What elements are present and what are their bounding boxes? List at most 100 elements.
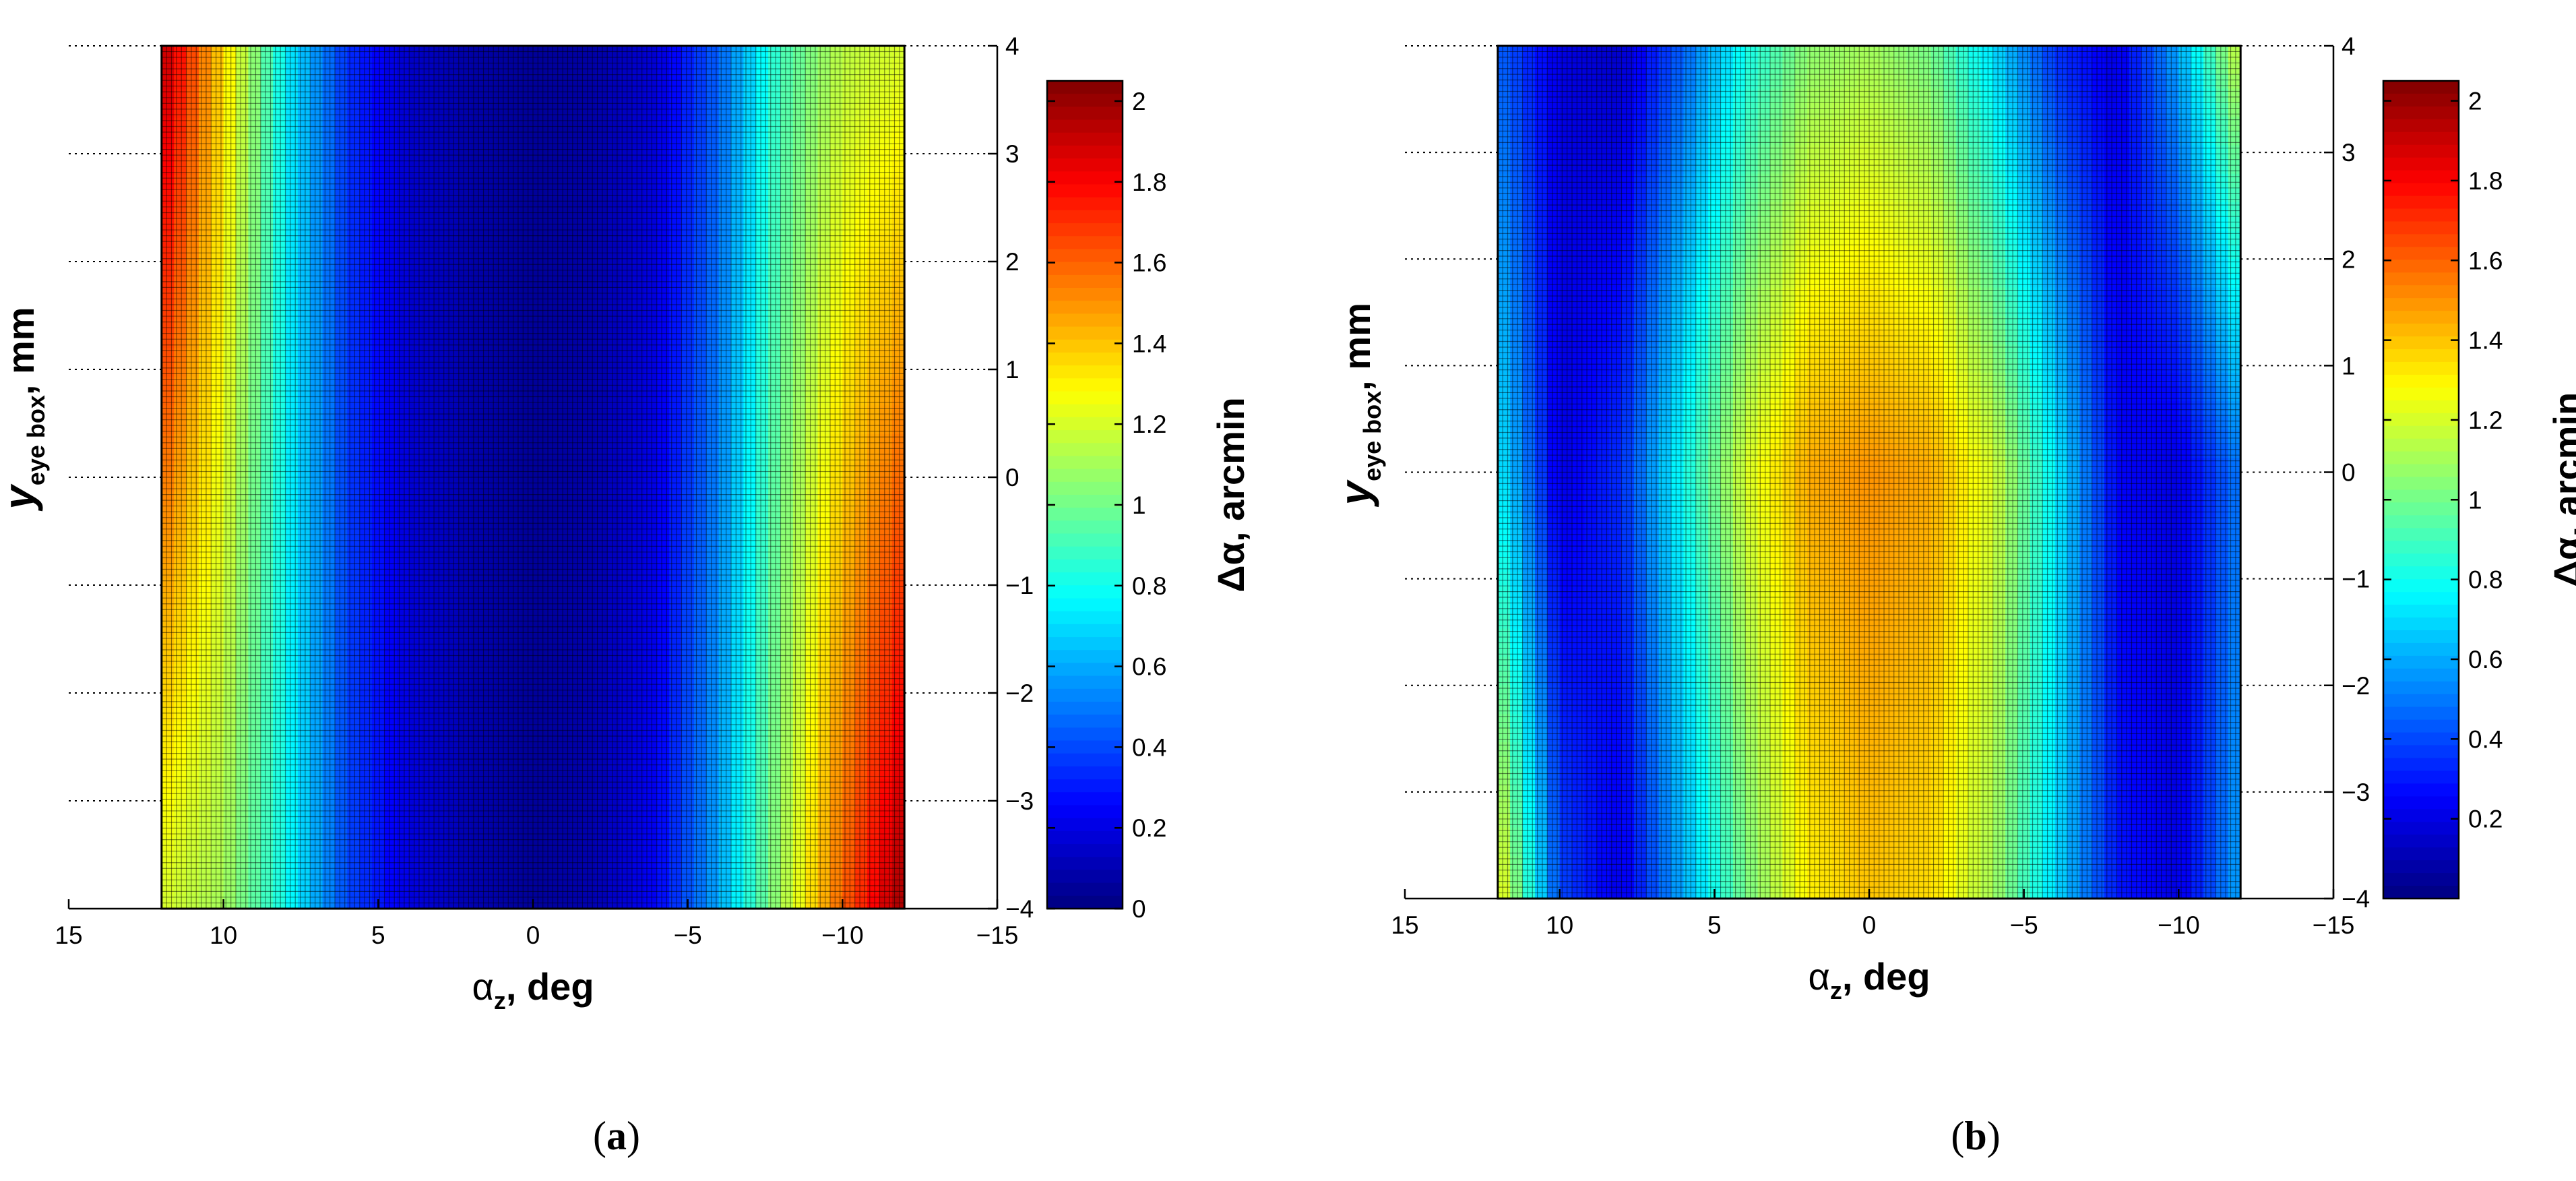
heatmap-cell (273, 535, 286, 550)
heatmap-cell (631, 419, 645, 435)
heatmap-cell (693, 189, 707, 205)
heatmap-cell (1869, 187, 1882, 203)
heatmap-cell (1831, 216, 1845, 231)
heatmap-cell (2017, 145, 2031, 160)
heatmap-cell (570, 218, 584, 233)
heatmap-cell (310, 793, 323, 809)
heatmap-cell (174, 707, 187, 723)
heatmap-cell (483, 391, 497, 406)
heatmap-cell (2129, 88, 2142, 103)
heatmap-cell (817, 376, 831, 392)
heatmap-cell (211, 146, 224, 162)
heatmap-cell (471, 578, 484, 593)
heatmap-cell (755, 103, 769, 119)
heatmap-cell (260, 477, 274, 492)
heatmap-cell (768, 837, 782, 852)
heatmap-cell (174, 564, 187, 578)
colorbar-segment (1047, 572, 1123, 586)
heatmap-cell (631, 262, 645, 276)
heatmap-cell (570, 491, 584, 507)
heatmap-cell (829, 290, 843, 305)
heatmap-cell (2079, 131, 2093, 146)
heatmap-cell (780, 434, 794, 449)
heatmap-cell (2191, 159, 2204, 175)
heatmap-cell (867, 549, 881, 564)
heatmap-cell (409, 592, 422, 607)
heatmap-cell (1732, 173, 1746, 189)
heatmap-cell (483, 707, 497, 723)
heatmap-cell (434, 60, 447, 75)
heatmap-cell (2166, 145, 2179, 160)
heatmap-cell (829, 578, 843, 593)
heatmap-cell (669, 391, 683, 406)
heatmap-cell (421, 635, 435, 650)
heatmap-cell (755, 117, 769, 133)
heatmap-cell (768, 46, 782, 61)
heatmap-cell (248, 419, 261, 435)
heatmap-cell (1497, 231, 1511, 245)
colorbar-segment (1047, 378, 1123, 392)
heatmap-cell (805, 779, 819, 794)
heatmap-cell (2228, 245, 2241, 260)
heatmap-cell (434, 736, 447, 751)
heatmap-cell (768, 376, 782, 392)
heatmap-cell (359, 750, 373, 766)
heatmap-cell (322, 348, 336, 363)
heatmap-cell (161, 247, 175, 262)
heatmap-cell (260, 419, 274, 435)
heatmap-cell (322, 448, 336, 464)
heatmap-cell (471, 276, 484, 291)
heatmap-cell (446, 434, 460, 449)
heatmap-cell (297, 204, 311, 219)
heatmap-cell (1609, 216, 1623, 231)
heatmap-cell (792, 405, 806, 421)
heatmap-cell (236, 635, 249, 650)
heatmap-cell (582, 564, 596, 578)
heatmap-cell (582, 607, 596, 622)
heatmap-cell (619, 117, 633, 133)
heatmap-cell (805, 764, 819, 780)
heatmap-cell (607, 693, 621, 708)
heatmap-cell (421, 837, 435, 852)
heatmap-cell (607, 233, 621, 248)
heatmap-cell (508, 376, 522, 392)
heatmap-cell (570, 894, 584, 909)
heatmap-cell (1559, 245, 1573, 260)
colorbar-segment (1047, 805, 1123, 819)
heatmap-cell (1819, 216, 1833, 231)
heatmap-cell (557, 650, 571, 665)
heatmap-cell (619, 462, 633, 478)
heatmap-cell (384, 305, 398, 320)
heatmap-cell (1918, 46, 1932, 61)
heatmap-cell (557, 419, 571, 435)
heatmap-cell (693, 750, 707, 766)
heatmap-cell (854, 247, 868, 262)
heatmap-cell (2228, 173, 2241, 189)
heatmap-cell (186, 434, 199, 449)
heatmap-cell (1572, 202, 1585, 217)
heatmap-cell (347, 462, 360, 478)
heatmap-cell (248, 664, 261, 679)
heatmap-cell (879, 362, 893, 377)
heatmap-cell (359, 391, 373, 406)
heatmap-cell (223, 305, 237, 320)
heatmap-cell (396, 434, 410, 449)
heatmap-cell (1695, 202, 1709, 217)
heatmap-cell (582, 319, 596, 334)
heatmap-cell (817, 491, 831, 507)
heatmap-cell (1782, 231, 1796, 245)
heatmap-cell (297, 592, 311, 607)
heatmap-cell (619, 650, 633, 665)
heatmap-cell (619, 837, 633, 852)
heatmap-cell (619, 262, 633, 276)
heatmap-cell (582, 391, 596, 406)
heatmap-cell (879, 391, 893, 406)
heatmap-cell (706, 319, 720, 334)
heatmap-cell (495, 564, 509, 578)
heatmap-cell (1547, 187, 1561, 203)
heatmap-cell (384, 434, 398, 449)
heatmap-cell (384, 175, 398, 190)
heatmap-cell (458, 866, 472, 880)
heatmap-cell (223, 132, 237, 147)
heatmap-cell (1621, 60, 1635, 75)
